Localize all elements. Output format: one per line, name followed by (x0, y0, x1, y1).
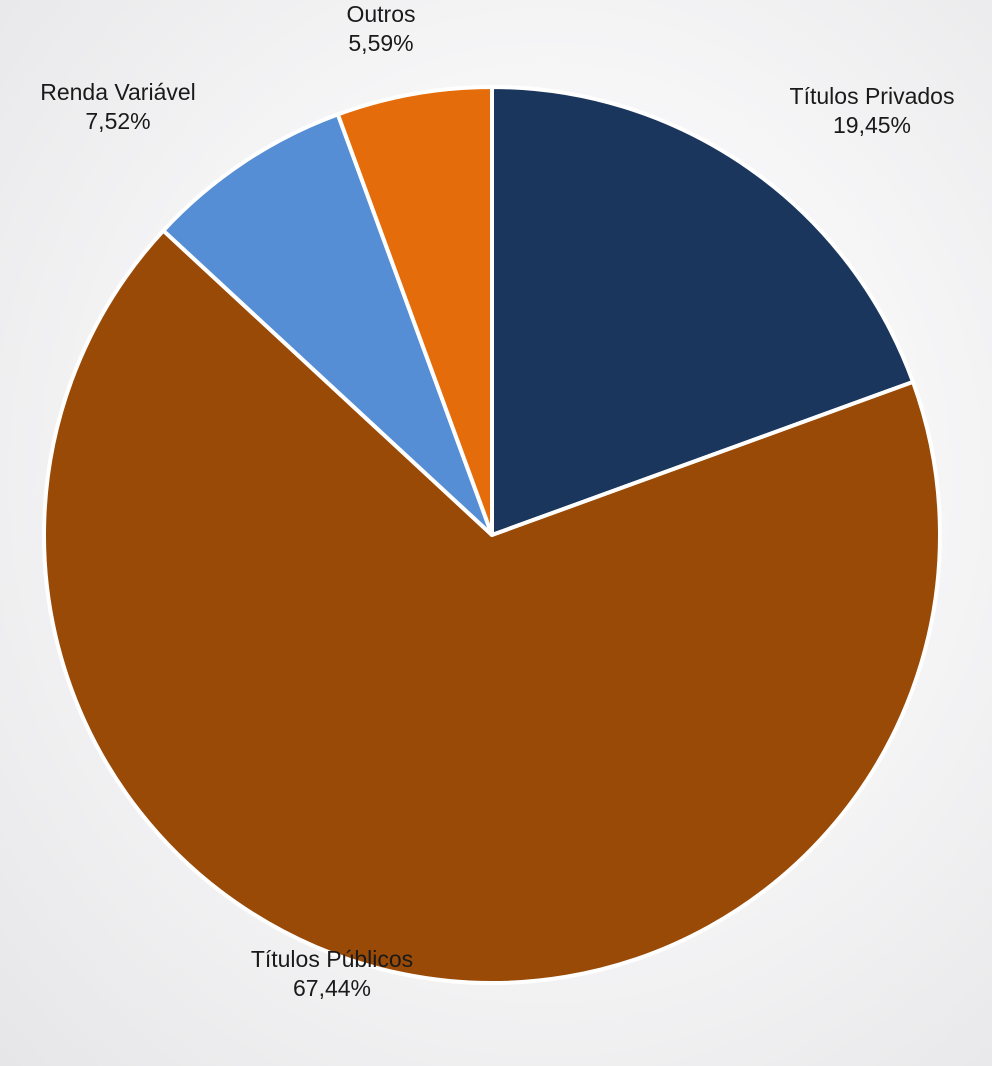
slice-label-titulos-privados: Títulos Privados 19,45% (790, 83, 955, 138)
slice-label-titulos-publicos: Títulos Públicos 67,44% (251, 946, 413, 1001)
pie-slice-renda-variavel (161, 112, 494, 537)
slice-label-name: Títulos Públicos (251, 946, 413, 972)
labels-layer: Títulos Privados 19,45% Títulos Públicos 67… (40, 1, 954, 1001)
slice-label-outros: Outros 5,59% (346, 1, 415, 56)
pie-slice-outros (335, 85, 494, 537)
slice-label-value: 7,52% (85, 108, 150, 134)
pie-slice-titulos-publicos (42, 228, 942, 985)
slices-layer (42, 85, 942, 985)
slice-label-name: Renda Variável (40, 79, 196, 105)
slice-label-value: 19,45% (833, 112, 911, 138)
pie-slice-titulos-privados (490, 85, 916, 537)
slice-label-name: Outros (346, 1, 415, 27)
slice-label-name: Títulos Privados (790, 83, 955, 109)
slice-label-renda-variavel: Renda Variável 7,52% (40, 79, 196, 134)
slice-label-value: 67,44% (293, 975, 371, 1001)
slice-label-value: 5,59% (348, 30, 413, 56)
